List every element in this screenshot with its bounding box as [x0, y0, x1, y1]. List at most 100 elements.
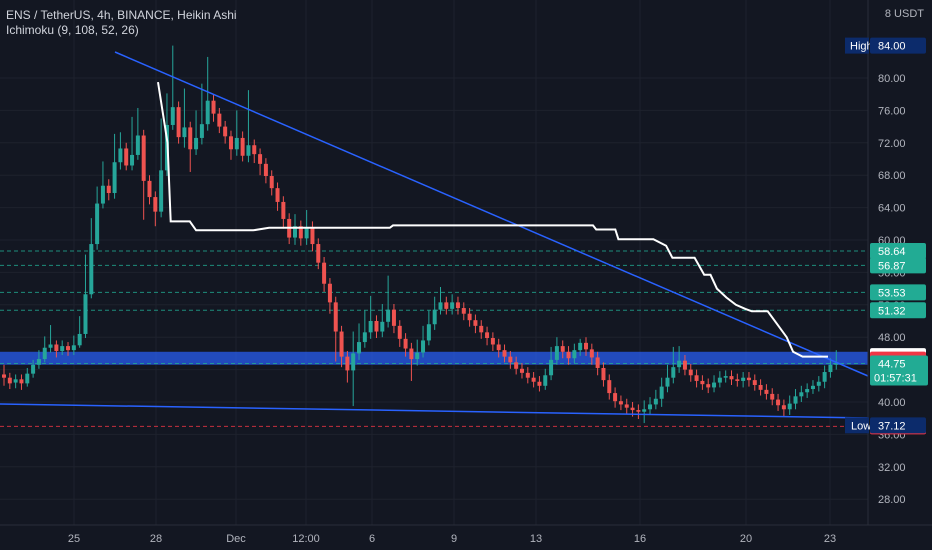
candle-body	[752, 380, 757, 385]
candle-body	[601, 367, 606, 381]
candle-body	[717, 377, 722, 383]
candle-body	[281, 201, 286, 219]
candle-body	[816, 381, 821, 386]
high-tag	[845, 37, 869, 54]
time-tick-label: 16	[634, 533, 646, 545]
candle-body	[490, 338, 495, 345]
candle-body	[31, 364, 36, 374]
symbol-title[interactable]: ENS / TetherUS, 4h, BINANCE, Heikin Ashi	[6, 8, 237, 22]
candle-body	[194, 137, 199, 150]
candle-body	[595, 357, 600, 368]
candle-body	[362, 332, 367, 343]
candle-body	[374, 321, 379, 332]
candle-body	[461, 308, 466, 314]
candle-body	[432, 309, 437, 325]
low-price-label-text: 37.12	[878, 420, 906, 432]
candle-body	[799, 392, 804, 397]
candle-body	[293, 226, 297, 238]
upper-trendline	[114, 51, 869, 377]
candle-body	[712, 382, 717, 388]
candle-body	[554, 346, 559, 360]
candle-body	[450, 302, 455, 309]
candle-body	[613, 393, 618, 402]
candle-body	[706, 384, 711, 388]
candle-body	[275, 188, 280, 202]
time-tick-label: 13	[530, 533, 542, 545]
candle-body	[95, 203, 100, 245]
candle-body	[618, 401, 623, 405]
candle-body	[729, 376, 734, 380]
candle-body	[630, 407, 635, 411]
candle-body	[339, 331, 344, 357]
candle-body	[19, 379, 24, 384]
candle-body	[48, 344, 53, 348]
candle-body	[758, 384, 763, 390]
candle-body	[584, 342, 588, 350]
candle-body	[607, 380, 612, 394]
candle-body	[217, 113, 222, 127]
candle-body	[304, 227, 309, 239]
price-label-text: 56.87	[878, 260, 906, 272]
candle-body	[240, 137, 245, 156]
candle-body	[578, 342, 583, 351]
price-label	[870, 284, 926, 301]
candle-body	[391, 309, 396, 326]
candle-body	[421, 340, 426, 353]
price-label-text: 51.32	[878, 305, 906, 317]
time-tick-label: 9	[451, 533, 457, 545]
candle-body	[298, 226, 303, 239]
candle-body	[54, 344, 59, 351]
candle-body	[764, 389, 769, 394]
candle-body	[479, 325, 484, 333]
candle-body	[415, 352, 420, 360]
candle-body	[345, 356, 350, 371]
candle-body	[2, 374, 6, 378]
candle-body	[525, 372, 530, 378]
candle-body	[357, 342, 362, 354]
candle-body	[135, 135, 140, 155]
candle-body	[426, 324, 431, 341]
price-tick-label: 32.00	[878, 462, 906, 474]
candle-series	[2, 45, 839, 424]
candle-body	[7, 377, 12, 384]
candle-body	[368, 321, 373, 333]
time-tick-label: 12:00	[292, 533, 320, 545]
candle-body	[77, 333, 82, 346]
candle-body	[60, 346, 65, 351]
time-tick-label: 23	[824, 533, 836, 545]
candle-body	[723, 376, 728, 378]
time-tick-label: 25	[68, 533, 80, 545]
support-zone	[0, 351, 868, 365]
price-tick-label: 80.00	[878, 73, 906, 85]
low-price-label	[870, 417, 926, 434]
candle-body	[25, 373, 30, 384]
high-tag-text: High	[850, 41, 873, 53]
candle-body	[770, 393, 775, 400]
time-axis[interactable]: 25 28 Dec 12:00 6 9 13 16 20 23	[68, 533, 836, 545]
price-label	[870, 257, 926, 274]
candle-body	[694, 375, 699, 381]
high-price-label-text: 84.00	[878, 41, 906, 53]
candle-body	[310, 227, 315, 245]
candle-body	[403, 338, 408, 349]
trendlines[interactable]	[0, 51, 869, 419]
candle-body	[170, 107, 175, 125]
time-tick-label: 20	[740, 533, 752, 545]
candle-body	[636, 410, 641, 412]
countdown-text: 01:57:31	[874, 373, 917, 385]
candle-body	[776, 399, 781, 406]
candle-body	[659, 386, 664, 399]
candle-body	[485, 332, 490, 339]
last-price-label	[870, 355, 928, 386]
price-label-text: 58.64	[878, 246, 906, 258]
candle-body	[810, 385, 815, 390]
indicator-legend[interactable]: Ichimoku (9, 108, 52, 26)	[6, 23, 139, 37]
candle-body	[642, 409, 647, 412]
candle-body	[543, 375, 548, 386]
candle-body	[624, 404, 629, 408]
candle-body	[746, 377, 751, 381]
currency-label[interactable]: 8 USDT	[884, 8, 924, 20]
candle-body	[496, 344, 501, 351]
candle-body	[793, 396, 798, 404]
